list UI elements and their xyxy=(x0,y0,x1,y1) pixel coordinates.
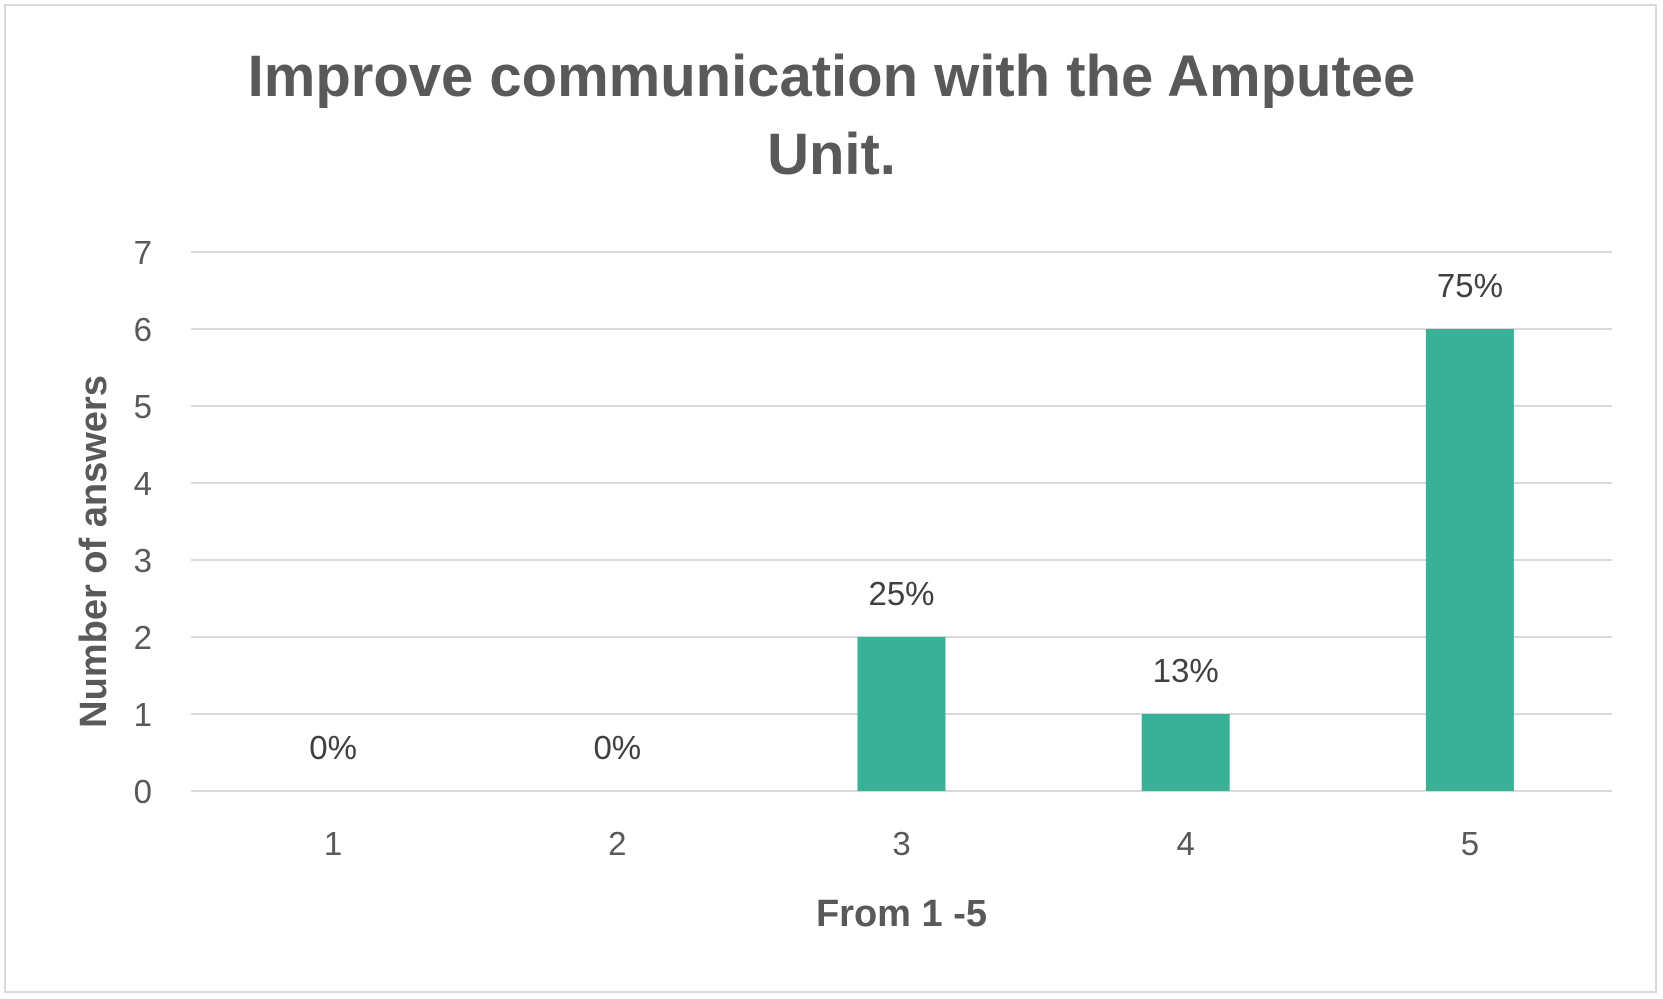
bars xyxy=(857,329,1514,791)
bar-3 xyxy=(857,637,946,791)
y-tick-label-0: 0 xyxy=(134,773,152,810)
chart-title: Improve communication with the Amputee U… xyxy=(0,38,1663,194)
data-label-1: 0% xyxy=(309,729,357,766)
y-tick-label-5: 5 xyxy=(134,388,152,425)
chart-title-line-2: Unit. xyxy=(767,122,896,187)
x-axis-ticks: 1 2 3 4 5 xyxy=(324,825,1479,862)
x-tick-label-5: 5 xyxy=(1461,825,1479,862)
bar-5 xyxy=(1425,329,1514,791)
y-tick-label-4: 4 xyxy=(134,465,152,502)
y-tick-label-6: 6 xyxy=(134,311,152,348)
data-label-5: 75% xyxy=(1437,267,1503,304)
y-tick-label-2: 2 xyxy=(134,619,152,656)
x-tick-label-4: 4 xyxy=(1177,825,1195,862)
data-label-3: 25% xyxy=(868,575,934,612)
x-tick-label-3: 3 xyxy=(892,825,910,862)
data-label-4: 13% xyxy=(1153,652,1219,689)
chart-frame xyxy=(4,4,1657,993)
y-tick-label-7: 7 xyxy=(134,234,152,271)
y-tick-label-3: 3 xyxy=(134,542,152,579)
data-labels: 0% 0% 25% 13% 75% xyxy=(309,267,1503,766)
x-tick-label-2: 2 xyxy=(608,825,626,862)
bar-4 xyxy=(1141,714,1230,791)
data-label-2: 0% xyxy=(593,729,641,766)
x-axis-title: From 1 -5 xyxy=(816,893,987,935)
y-axis-title: Number of answers xyxy=(73,375,115,728)
x-tick-label-1: 1 xyxy=(324,825,342,862)
y-axis-ticks: 0 1 2 3 4 5 6 7 xyxy=(134,234,152,810)
chart-title-line-1: Improve communication with the Amputee xyxy=(247,44,1416,109)
y-tick-label-1: 1 xyxy=(134,696,152,733)
